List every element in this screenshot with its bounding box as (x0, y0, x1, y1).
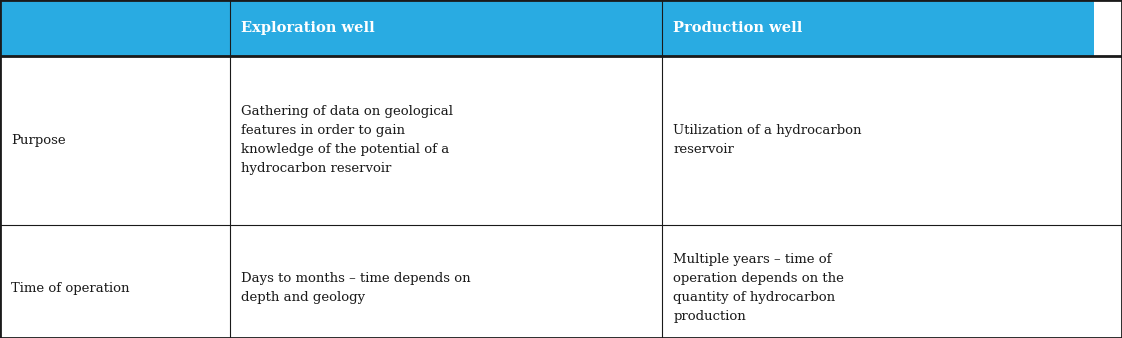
Text: Days to months – time depends on
depth and geology: Days to months – time depends on depth a… (241, 272, 471, 304)
Text: Multiple years – time of
operation depends on the
quantity of hydrocarbon
produc: Multiple years – time of operation depen… (673, 253, 844, 323)
Bar (662, 225, 1094, 338)
Text: Time of operation: Time of operation (11, 282, 130, 295)
Bar (0, 225, 230, 338)
Text: Purpose: Purpose (11, 134, 66, 147)
Bar (662, 0, 1094, 56)
Bar (230, 225, 662, 338)
Bar (662, 56, 1094, 225)
Text: Utilization of a hydrocarbon
reservoir: Utilization of a hydrocarbon reservoir (673, 124, 862, 156)
Bar (230, 0, 662, 56)
Bar (0, 0, 230, 56)
Text: Exploration well: Exploration well (241, 21, 375, 35)
Text: Gathering of data on geological
features in order to gain
knowledge of the poten: Gathering of data on geological features… (241, 105, 453, 175)
Bar (0, 56, 230, 225)
Text: Production well: Production well (673, 21, 802, 35)
Bar (230, 56, 662, 225)
